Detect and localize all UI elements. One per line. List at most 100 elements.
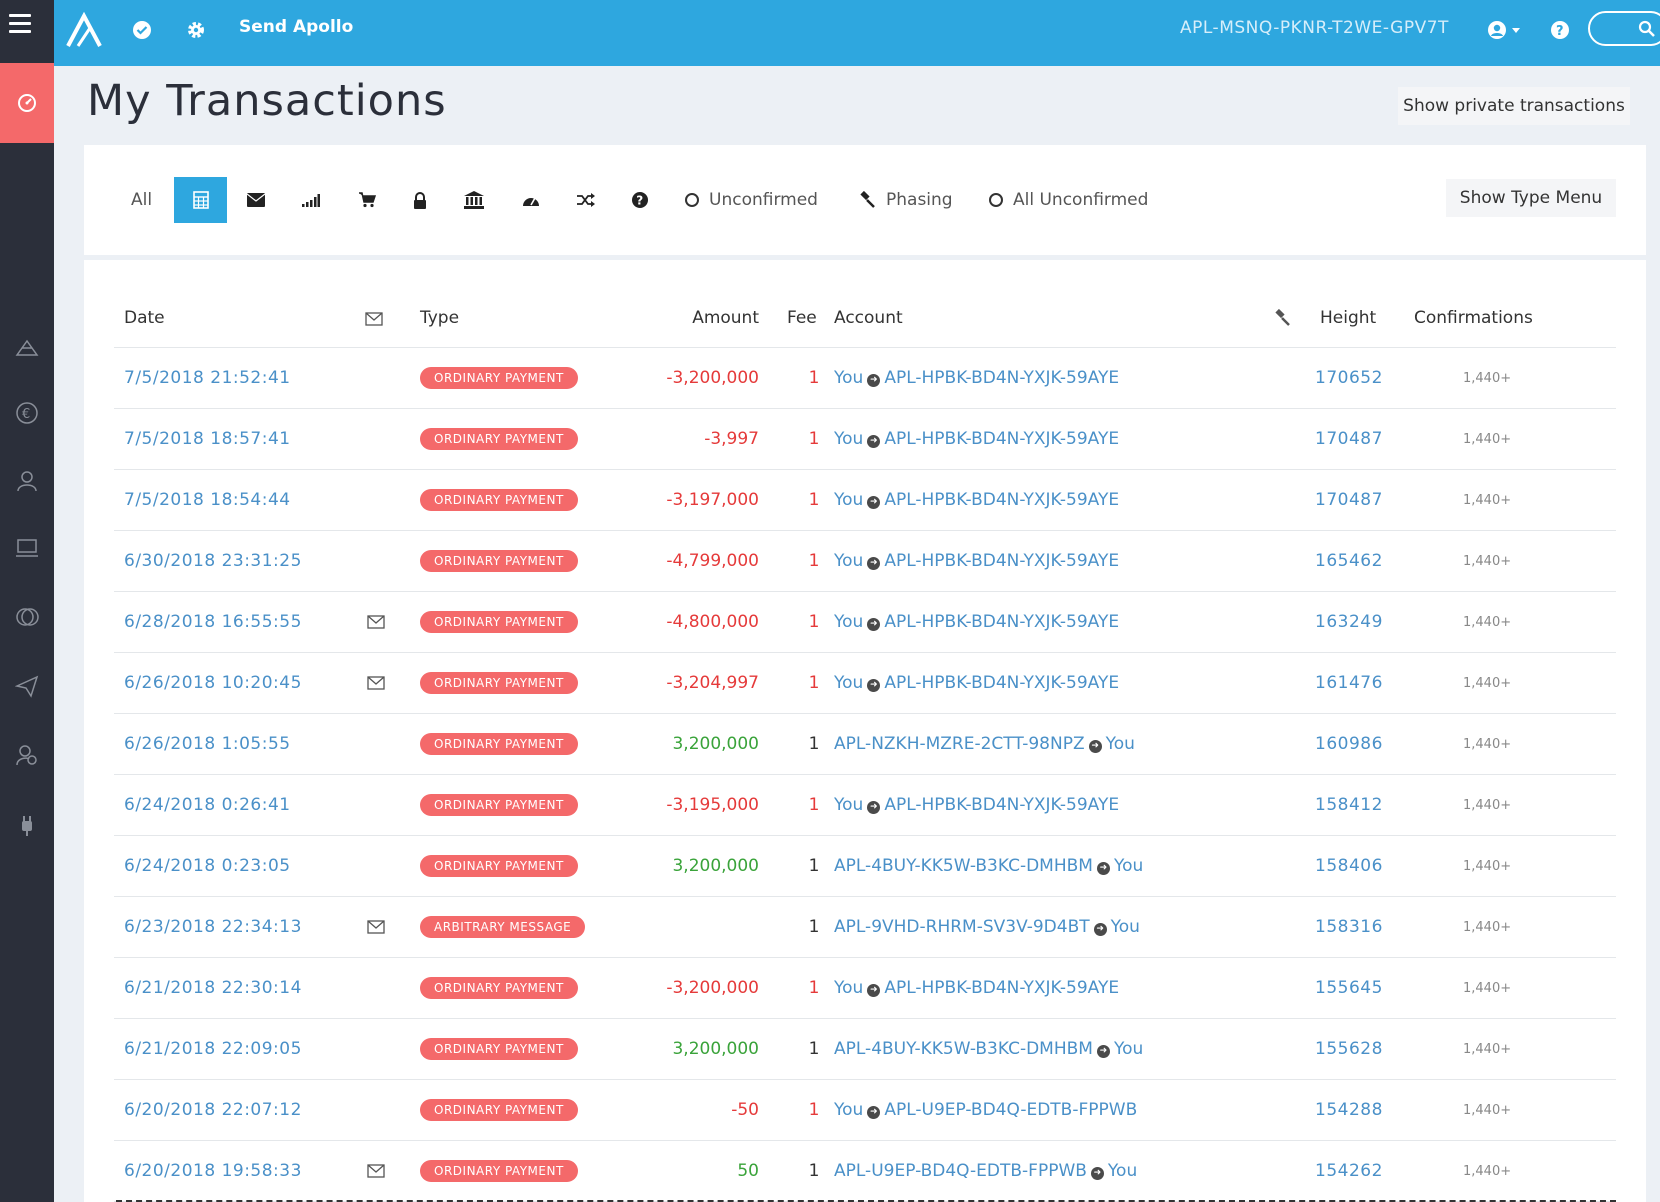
table-row[interactable]: 6/24/2018 0:23:05 ORDINARY PAYMENT 3,200,0…: [114, 836, 1616, 897]
transaction-date-link[interactable]: 7/5/2018 18:57:41: [124, 429, 291, 449]
header-account[interactable]: Account: [834, 308, 903, 328]
account-you[interactable]: You: [1105, 734, 1135, 754]
filter-other[interactable]: ?: [624, 177, 656, 223]
send-apollo-button[interactable]: Send Apollo: [239, 17, 354, 37]
transaction-date-link[interactable]: 6/20/2018 22:07:12: [124, 1100, 302, 1120]
transaction-date-link[interactable]: 7/5/2018 21:52:41: [124, 368, 291, 388]
recipient-account-link[interactable]: APL-HPBK-BD4N-YXJK-59AYE: [884, 673, 1120, 693]
help-icon[interactable]: ?: [1548, 18, 1572, 42]
account-you[interactable]: You: [1113, 1039, 1144, 1059]
sidebar-item-coins[interactable]: [0, 597, 54, 637]
sidebar-item-messages[interactable]: [0, 666, 54, 706]
sidebar-item-market[interactable]: [0, 528, 54, 568]
transaction-date-link[interactable]: 6/26/2018 10:20:45: [124, 673, 302, 693]
table-row[interactable]: 6/30/2018 23:31:25 ORDINARY PAYMENT -4,799…: [114, 531, 1616, 592]
transaction-type-badge[interactable]: ORDINARY PAYMENT: [420, 672, 578, 694]
filter-monetary-system[interactable]: [515, 177, 547, 223]
table-row[interactable]: 6/28/2018 16:55:55 ORDINARY PAYMENT -4,800…: [114, 592, 1616, 653]
sidebar-item-accounts[interactable]: [0, 461, 54, 501]
transaction-type-badge[interactable]: ORDINARY PAYMENT: [420, 733, 578, 755]
transaction-date-link[interactable]: 6/21/2018 22:30:14: [124, 978, 302, 998]
apollo-logo[interactable]: [64, 10, 104, 50]
filter-unconfirmed[interactable]: Unconfirmed: [685, 177, 818, 223]
transaction-type-badge[interactable]: ORDINARY PAYMENT: [420, 977, 578, 999]
header-type[interactable]: Type: [420, 308, 460, 328]
transaction-date-link[interactable]: 6/28/2018 16:55:55: [124, 612, 302, 632]
table-row[interactable]: 6/26/2018 10:20:45 ORDINARY PAYMENT -3,204…: [114, 653, 1616, 714]
block-height-link[interactable]: 160986: [1315, 734, 1383, 754]
table-row[interactable]: 7/5/2018 21:52:41 ORDINARY PAYMENT -3,200,…: [114, 348, 1616, 409]
transaction-date-link[interactable]: 6/24/2018 0:23:05: [124, 856, 291, 876]
recipient-account-link[interactable]: APL-HPBK-BD4N-YXJK-59AYE: [884, 795, 1120, 815]
block-height-link[interactable]: 170487: [1315, 490, 1383, 510]
table-row[interactable]: 7/5/2018 18:54:44 ORDINARY PAYMENT -3,197,…: [114, 470, 1616, 531]
message-envelope-icon[interactable]: [367, 675, 385, 695]
account-you[interactable]: You: [834, 673, 864, 693]
header-fee[interactable]: Fee: [787, 308, 817, 328]
sidebar-item-assets[interactable]: [0, 327, 54, 367]
hamburger-menu-icon[interactable]: [9, 14, 31, 33]
sidebar-item-currency[interactable]: €: [0, 393, 54, 433]
block-height-link[interactable]: 155645: [1315, 978, 1383, 998]
recipient-account-link[interactable]: APL-HPBK-BD4N-YXJK-59AYE: [884, 612, 1120, 632]
header-date[interactable]: Date: [124, 308, 165, 328]
user-menu-button[interactable]: [1482, 18, 1526, 42]
transaction-type-badge[interactable]: ARBITRARY MESSAGE: [420, 916, 586, 938]
header-height[interactable]: Height: [1320, 308, 1377, 328]
filter-messages[interactable]: [240, 177, 272, 223]
transaction-type-badge[interactable]: ORDINARY PAYMENT: [420, 489, 578, 511]
filter-all[interactable]: All: [131, 190, 153, 210]
block-height-link[interactable]: 154262: [1315, 1161, 1383, 1181]
table-row[interactable]: 6/23/2018 22:34:13 ARBITRARY MESSAGE 1 APL-…: [114, 897, 1616, 958]
recipient-account-link[interactable]: APL-HPBK-BD4N-YXJK-59AYE: [884, 490, 1120, 510]
transaction-date-link[interactable]: 6/21/2018 22:09:05: [124, 1039, 302, 1059]
recipient-account-link[interactable]: APL-HPBK-BD4N-YXJK-59AYE: [884, 429, 1120, 449]
header-confirmations[interactable]: Confirmations: [1414, 308, 1533, 328]
table-row[interactable]: 6/21/2018 22:30:14 ORDINARY PAYMENT -3,200…: [114, 958, 1616, 1019]
filter-aliases[interactable]: [295, 177, 327, 223]
account-you[interactable]: You: [834, 551, 864, 571]
transaction-date-link[interactable]: 6/30/2018 23:31:25: [124, 551, 302, 571]
recipient-account-link[interactable]: APL-HPBK-BD4N-YXJK-59AYE: [884, 551, 1120, 571]
account-you[interactable]: You: [834, 368, 864, 388]
sender-account-link[interactable]: APL-4BUY-KK5W-B3KC-DMHBM: [834, 856, 1093, 876]
account-id[interactable]: APL-MSNQ-PKNR-T2WE-GPV7T: [1180, 18, 1449, 38]
table-row[interactable]: 6/26/2018 1:05:55 ORDINARY PAYMENT 3,200,0…: [114, 714, 1616, 775]
block-height-link[interactable]: 154288: [1315, 1100, 1383, 1120]
filter-payments[interactable]: [174, 177, 227, 223]
account-you[interactable]: You: [834, 978, 864, 998]
table-row[interactable]: 6/20/2018 22:07:12 ORDINARY PAYMENT -50 1 Yo…: [114, 1080, 1616, 1141]
filter-all-unconfirmed[interactable]: All Unconfirmed: [989, 177, 1148, 223]
account-you[interactable]: You: [1107, 1161, 1138, 1181]
gear-icon[interactable]: [184, 18, 208, 42]
transaction-type-badge[interactable]: ORDINARY PAYMENT: [420, 855, 578, 877]
account-you[interactable]: You: [834, 795, 864, 815]
sidebar-item-plugins[interactable]: [0, 806, 54, 846]
transaction-date-link[interactable]: 6/23/2018 22:34:13: [124, 917, 302, 937]
account-you[interactable]: You: [1110, 917, 1140, 937]
block-height-link[interactable]: 170487: [1315, 429, 1383, 449]
transaction-type-badge[interactable]: ORDINARY PAYMENT: [420, 1099, 578, 1121]
sender-account-link[interactable]: APL-NZKH-MZRE-2CTT-98NPZ: [834, 734, 1085, 754]
account-you[interactable]: You: [834, 429, 864, 449]
block-height-link[interactable]: 163249: [1315, 612, 1383, 632]
filter-account-control[interactable]: [404, 177, 436, 223]
table-row[interactable]: 6/20/2018 19:58:33 ORDINARY PAYMENT 50 1 APL…: [114, 1141, 1616, 1202]
filter-shuffling[interactable]: [570, 177, 602, 223]
sidebar-item-aliases[interactable]: [0, 735, 54, 775]
show-private-transactions-button[interactable]: Show private transactions: [1398, 87, 1630, 125]
transaction-type-badge[interactable]: ORDINARY PAYMENT: [420, 367, 578, 389]
block-height-link[interactable]: 158316: [1315, 917, 1383, 937]
transaction-type-badge[interactable]: ORDINARY PAYMENT: [420, 1038, 578, 1060]
transaction-date-link[interactable]: 6/26/2018 1:05:55: [124, 734, 291, 754]
table-row[interactable]: 6/24/2018 0:26:41 ORDINARY PAYMENT -3,195,…: [114, 775, 1616, 836]
show-type-menu-button[interactable]: Show Type Menu: [1446, 179, 1616, 217]
recipient-account-link[interactable]: APL-U9EP-BD4Q-EDTB-FPPWB: [884, 1100, 1138, 1120]
table-row[interactable]: 6/21/2018 22:09:05 ORDINARY PAYMENT 3,200,…: [114, 1019, 1616, 1080]
transaction-date-link[interactable]: 7/5/2018 18:54:44: [124, 490, 291, 510]
block-height-link[interactable]: 158412: [1315, 795, 1383, 815]
recipient-account-link[interactable]: APL-HPBK-BD4N-YXJK-59AYE: [884, 368, 1120, 388]
block-height-link[interactable]: 155628: [1315, 1039, 1383, 1059]
filter-assets[interactable]: [458, 177, 490, 223]
table-row[interactable]: 7/5/2018 18:57:41 ORDINARY PAYMENT -3,997 1…: [114, 409, 1616, 470]
